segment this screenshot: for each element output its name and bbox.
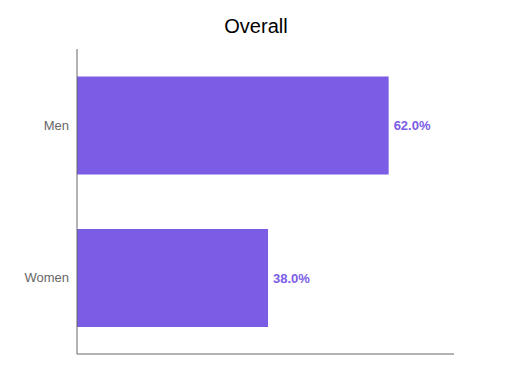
svg-text:62.0%: 62.0% — [394, 118, 431, 133]
svg-text:38.0%: 38.0% — [273, 271, 310, 286]
html-text:Overall: Overall — [224, 15, 288, 37]
svg-text:Women: Women — [24, 270, 69, 285]
svg-text:Men: Men — [44, 118, 69, 133]
